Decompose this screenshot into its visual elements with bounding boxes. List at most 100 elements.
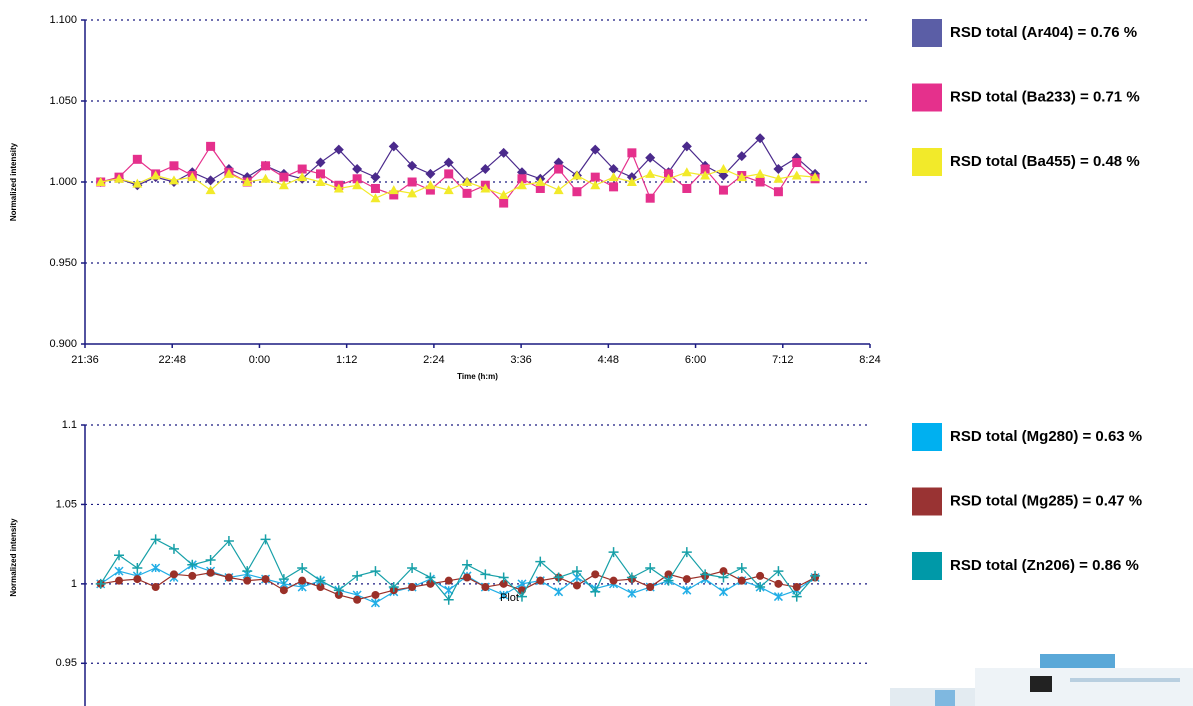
marker [792,158,802,168]
marker [223,168,234,178]
x-tick-label: 8:24 [859,354,880,366]
marker [536,576,545,585]
x-tick-label: 22:48 [158,354,186,366]
y-tick-label: 1.1 [62,419,77,431]
marker [151,563,161,573]
marker [517,174,527,184]
marker [242,566,253,577]
marker [150,170,161,180]
marker [755,177,765,187]
marker [407,562,418,573]
marker [499,198,509,208]
marker [370,183,380,193]
marker [773,187,783,197]
marker [205,175,216,186]
marker [443,594,454,605]
marker [444,576,453,585]
marker [535,556,546,567]
marker [115,576,124,585]
legend-swatch [912,423,942,451]
marker [243,576,252,585]
marker [480,164,491,175]
marker [572,187,582,197]
marker [627,148,637,158]
marker [260,173,271,183]
marker [791,170,802,180]
marker [774,579,783,588]
marker [499,579,508,588]
y-tick-label: 1 [71,578,77,590]
marker [133,575,142,584]
marker [95,177,106,186]
marker [554,164,564,174]
marker [773,566,784,577]
marker [132,178,143,188]
x-tick-label: 6:00 [685,354,706,366]
series [96,567,820,604]
marker [480,569,491,580]
marker [389,190,399,200]
marker [700,170,711,180]
marker [425,168,436,179]
marker [608,172,619,182]
marker [206,141,216,151]
marker [480,183,491,193]
marker [682,183,692,193]
marker [645,152,656,163]
marker [206,568,215,577]
marker [462,188,472,198]
marker [462,559,473,570]
marker [682,575,691,584]
marker [187,559,198,570]
marker [408,583,417,592]
marker [590,144,601,155]
marker [315,157,326,168]
marker [626,177,637,186]
marker [353,595,362,604]
marker [370,172,381,183]
marker [498,572,509,583]
marker [627,588,637,598]
legend-label: RSD total (Ar404) = 0.76 % [950,24,1137,41]
marker [571,170,582,180]
legend-swatch [912,148,942,176]
x-tick-label: 1:12 [336,354,357,366]
x-tick-label: 7:12 [772,354,793,366]
marker [388,582,399,593]
annotation: Plot [500,592,519,604]
y-tick-label: 1.050 [49,95,77,107]
marker [371,590,380,599]
marker [297,164,307,174]
legend-swatch [912,83,942,112]
marker [151,583,160,592]
y-axis-label: Normalized intensity [9,518,18,597]
marker [646,583,655,592]
series-line [100,145,816,204]
marker [444,169,454,179]
y-tick-label: 1.100 [49,14,77,26]
marker [792,583,801,592]
series [96,141,820,208]
marker [481,583,490,592]
series-line [100,168,816,199]
marker [242,177,253,186]
marker [718,587,728,597]
marker [316,583,325,592]
marker [425,180,436,190]
y-tick-label: 0.950 [49,257,77,269]
marker [168,543,179,554]
marker [681,547,692,558]
marker [719,567,728,576]
marker [535,183,545,193]
marker [664,570,673,579]
marker [426,579,435,588]
marker [609,576,618,585]
marker [370,598,380,608]
marker [278,180,289,190]
marker [462,177,473,186]
marker [388,141,399,152]
marker [608,547,619,558]
x-tick-label: 4:48 [598,354,619,366]
marker [645,168,656,178]
marker [297,562,308,573]
